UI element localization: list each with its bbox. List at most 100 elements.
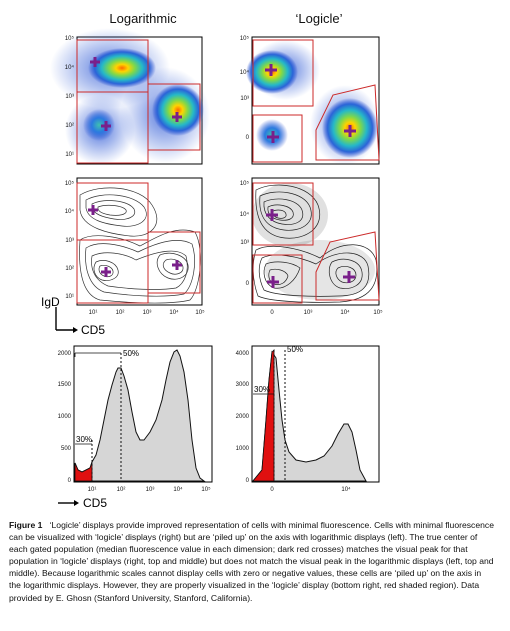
gate-cd5-high [147,231,201,294]
figure-caption: Figure 1 ‘Logicle’ displays provide impr… [9,519,495,604]
annotation-30: 30% [254,385,270,394]
svg-text:3000: 3000 [236,382,250,388]
svg-text:1000: 1000 [236,446,250,452]
median-cross-2 [101,121,111,131]
svg-text:10²: 10² [65,123,74,129]
svg-text:10⁴: 10⁴ [65,208,75,215]
contour-lines [252,184,378,303]
svg-text:0: 0 [246,478,250,484]
svg-text:10¹: 10¹ [65,152,74,158]
svg-text:10⁴: 10⁴ [340,309,350,316]
col-left-title: Logarithmic [109,11,177,26]
median-cross-2 [267,276,279,288]
median-cross-1 [88,205,98,215]
svg-text:10¹: 10¹ [89,310,98,316]
svg-text:10³: 10³ [65,238,74,244]
gate-igd-high [252,39,314,107]
median-cross-3 [343,271,355,283]
y-tick-labels: 0 1000 2000 3000 4000 [236,351,250,484]
piled-up-region [74,461,93,482]
svg-text:10⁴: 10⁴ [65,64,75,71]
svg-text:2000: 2000 [236,414,250,420]
x-tick-labels: 10¹ 10² 10³ 10⁴ 10⁵ [89,309,205,316]
hist-x-legend: CD5 [58,496,107,510]
panel-middle-right: 10⁵ 10⁴ 10³ 0 0 10³ 10⁴ 10⁵ [240,177,383,316]
svg-text:4000: 4000 [236,351,250,357]
svg-text:0: 0 [68,478,72,484]
gate-double-negative [252,254,303,304]
axis-x-label: CD5 [81,323,105,337]
svg-text:1500: 1500 [58,382,72,388]
gate-cd5-high [147,83,201,151]
panel-middle-left: 10⁵ 10⁴ 10³ 10² 10¹ 10¹ 10² 10³ 10⁴ 10⁵ [65,177,205,316]
histogram-area [74,349,206,482]
gate-double-negative [76,91,149,164]
panel-bottom-right: 50% 30% 0 1000 2000 3000 4000 0 10⁴ [236,345,380,493]
figure-canvas: 10⁵ 10⁴ 10³ 10² 10¹ 10⁵ 10⁴ 10³ 0 [41,28,383,510]
svg-text:10³: 10³ [240,96,249,102]
svg-text:10⁵: 10⁵ [65,35,75,42]
hist-axis-x-label: CD5 [83,496,107,510]
svg-text:10⁵: 10⁵ [65,180,75,187]
panel-top-right: 10⁵ 10⁴ 10³ 0 [240,35,380,165]
svg-text:0: 0 [246,281,250,287]
svg-text:10⁵: 10⁵ [373,309,383,316]
median-cross-1 [266,209,278,221]
gate-double-negative [252,114,303,163]
median-cross-2 [101,267,111,277]
svg-text:10⁴: 10⁴ [240,69,250,76]
svg-text:0: 0 [246,135,250,141]
median-cross-1 [265,64,277,76]
caption-text: ‘Logicle’ displays provide improved repr… [9,520,494,603]
y-tick-labels: 10⁵ 10⁴ 10³ 10² 10¹ [65,180,75,300]
gate-cd5-high [315,84,380,161]
piled-up-region [252,349,275,482]
y-tick-labels: 10⁵ 10⁴ 10³ 10² 10¹ [65,35,75,158]
svg-text:10¹: 10¹ [88,487,97,493]
contour-lines [79,187,201,304]
svg-text:10⁵: 10⁵ [240,35,250,42]
svg-text:10³: 10³ [146,487,155,493]
y-tick-labels: 0 500 1000 1500 2000 [58,351,72,484]
gate-igd-high [252,182,314,246]
svg-text:500: 500 [61,446,72,452]
median-cross-1 [90,57,100,67]
col-right-title: ‘Logicle’ [295,11,343,26]
median-cross-3 [172,260,182,270]
annotation-30: 30% [76,435,92,444]
gate-cd5-high [315,231,380,301]
svg-text:10⁵: 10⁵ [201,486,211,493]
median-cross-2 [267,131,279,143]
x-tick-labels: 0 10⁴ [270,486,351,493]
svg-text:10⁴: 10⁴ [240,211,250,218]
y-tick-labels: 10⁵ 10⁴ 10³ 0 [240,35,250,141]
svg-text:2000: 2000 [58,351,72,357]
svg-text:10¹: 10¹ [65,294,74,300]
svg-text:10⁵: 10⁵ [195,309,205,316]
gate-double-negative [76,239,149,304]
panel-top-left: 10⁵ 10⁴ 10³ 10² 10¹ [50,28,210,165]
svg-text:1000: 1000 [58,414,72,420]
svg-text:10³: 10³ [143,310,152,316]
svg-text:10⁴: 10⁴ [173,486,183,493]
svg-text:10³: 10³ [240,240,249,246]
svg-text:10⁴: 10⁴ [169,309,179,316]
axis-y-label: IgD [41,295,60,309]
median-cross-3 [172,112,182,122]
svg-text:10²: 10² [117,487,126,493]
svg-text:10⁴: 10⁴ [341,486,351,493]
svg-text:0: 0 [270,310,274,316]
axis-legend: IgD CD5 [41,295,105,337]
svg-text:10²: 10² [65,266,74,272]
panel-bottom-left: 50% 30% 0 500 1000 1500 2000 10¹ 10² 10³… [58,345,213,493]
svg-text:0: 0 [270,487,274,493]
svg-text:10³: 10³ [304,310,313,316]
annotation-50: 50% [123,349,139,358]
svg-text:10²: 10² [116,310,125,316]
y-tick-labels: 10⁵ 10⁴ 10³ 0 [240,180,250,287]
x-tick-labels: 0 10³ 10⁴ 10⁵ [270,309,383,316]
annotation-50: 50% [287,345,303,354]
svg-text:10⁵: 10⁵ [240,180,250,187]
caption-label: Figure 1 [9,520,43,530]
density-cloud [50,28,210,165]
